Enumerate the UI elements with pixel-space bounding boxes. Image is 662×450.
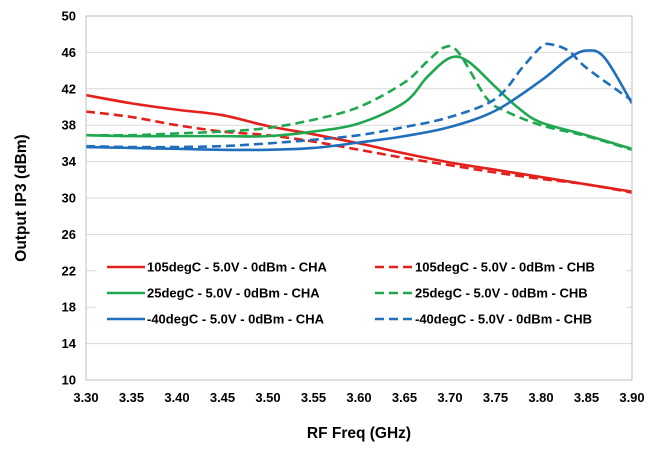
series-line-3 [86,55,632,151]
x-axis-title: RF Freq (GHz) [307,425,411,442]
x-tick-label: 3.45 [210,390,235,405]
y-tick-label: 14 [62,336,77,351]
series-line-4 [86,44,632,152]
legend-box [96,253,626,335]
legend-label-4: 25degC - 5.0V - 0dBm - CHB [415,286,588,301]
legend-label-1: 105degC - 5.0V - 0dBm - CHA [147,260,327,275]
x-tick-label: 3.30 [73,390,98,405]
x-tick-label: 3.80 [528,390,553,405]
plot-border [85,15,633,381]
legend-label-3: 25degC - 5.0V - 0dBm - CHA [147,286,320,301]
x-tick-label: 3.35 [119,390,144,405]
x-tick-label: 3.40 [164,390,189,405]
x-tick-label: 3.75 [483,390,508,405]
y-tick-label: 26 [62,227,76,242]
legend: 105degC - 5.0V - 0dBm - CHA 105degC - 5.0… [96,253,626,335]
y-axis-title: Output IP3 (dBm) [13,134,30,261]
series-line-6 [86,42,632,149]
legend-label-6: -40degC - 5.0V - 0dBm - CHB [415,312,592,327]
y-tick-label: 46 [62,45,76,60]
x-tick-label: 3.65 [392,390,417,405]
y-tick-label: 42 [62,81,76,96]
legend-label-2: 105degC - 5.0V - 0dBm - CHB [415,260,595,275]
y-tick-label: 22 [62,263,76,278]
x-tick-label: 3.60 [346,390,371,405]
y-tick-label: 34 [62,154,77,169]
series-line-2 [86,110,632,194]
y-tick-label: 10 [62,373,76,388]
legend-label-5: -40degC - 5.0V - 0dBm - CHA [147,312,325,327]
series-line-5 [86,49,632,152]
y-tick-label: 18 [62,300,76,315]
x-tick-label: 3.70 [437,390,462,405]
x-tick-label: 3.55 [301,390,326,405]
y-tick-label: 50 [62,9,76,24]
y-tick-label: 30 [62,191,76,206]
series-lines [86,42,632,194]
axes: 10 14 18 22 26 30 34 38 42 46 50 3.30 3.35 3.40 3.45 3.… [62,9,645,406]
x-tick-label: 3.50 [255,390,280,405]
y-tick-label: 38 [62,118,76,133]
x-tick-label: 3.90 [619,390,644,405]
x-tick-label: 3.85 [574,390,599,405]
